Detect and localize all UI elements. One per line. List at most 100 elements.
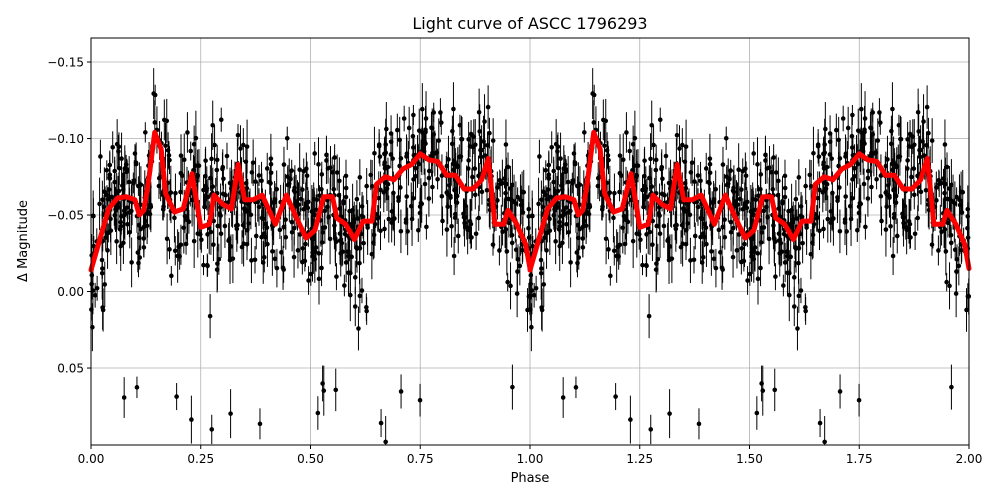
- data-point: [378, 420, 384, 426]
- data-point: [497, 248, 502, 253]
- data-point: [662, 192, 667, 198]
- data-point: [836, 163, 841, 169]
- data-point: [406, 125, 412, 131]
- data-point: [248, 212, 254, 218]
- data-point: [659, 166, 664, 172]
- data-point: [447, 182, 452, 188]
- data-point: [568, 260, 573, 265]
- data-point: [817, 187, 822, 193]
- data-point: [859, 106, 864, 112]
- data-point: [939, 229, 944, 235]
- data-point: [548, 194, 554, 200]
- data-point: [357, 175, 363, 180]
- x-tick-label: 1.25: [626, 452, 653, 466]
- data-point: [378, 187, 383, 193]
- data-point: [423, 116, 429, 121]
- data-point: [303, 202, 308, 208]
- data-point: [553, 141, 559, 147]
- data-point: [249, 258, 254, 263]
- data-point: [510, 182, 515, 188]
- data-point: [295, 248, 301, 253]
- data-point: [781, 231, 787, 237]
- data-point: [936, 248, 941, 253]
- data-point: [319, 186, 324, 192]
- data-point: [520, 247, 525, 253]
- data-point: [580, 245, 586, 250]
- data-point: [421, 149, 427, 154]
- data-point: [121, 240, 126, 246]
- data-point: [291, 225, 297, 231]
- data-point: [218, 117, 224, 122]
- data-point: [102, 189, 107, 195]
- data-point: [459, 136, 464, 142]
- data-point: [755, 276, 761, 282]
- data-point: [666, 257, 672, 263]
- data-point: [603, 236, 609, 242]
- data-point: [730, 225, 736, 231]
- data-point: [141, 245, 147, 250]
- data-point: [607, 190, 613, 195]
- data-point: [829, 156, 834, 161]
- data-point: [817, 228, 822, 234]
- data-point: [942, 190, 947, 196]
- data-point: [749, 250, 755, 255]
- data-point: [390, 156, 395, 161]
- data-point: [124, 169, 130, 174]
- data-point: [92, 292, 98, 298]
- data-point: [824, 181, 830, 187]
- data-point: [359, 204, 365, 209]
- data-point: [543, 167, 549, 173]
- data-point: [711, 256, 717, 262]
- data-point: [796, 293, 802, 299]
- x-tick-label: 1.00: [517, 452, 544, 466]
- data-point: [108, 228, 114, 233]
- data-point: [965, 235, 971, 240]
- data-point: [921, 119, 926, 124]
- data-point: [654, 223, 660, 229]
- data-point: [657, 117, 663, 122]
- data-point: [942, 142, 948, 147]
- data-point: [244, 242, 250, 247]
- data-point: [538, 270, 544, 276]
- data-point: [566, 229, 572, 235]
- data-point: [758, 265, 763, 271]
- data-point: [894, 164, 900, 170]
- data-point: [212, 142, 217, 148]
- data-point: [395, 127, 400, 133]
- data-point: [678, 244, 684, 250]
- data-point: [431, 110, 437, 115]
- data-point: [390, 216, 396, 222]
- data-point: [259, 178, 264, 184]
- data-point: [754, 410, 760, 416]
- data-point: [114, 239, 119, 244]
- data-point: [544, 248, 549, 253]
- data-point: [627, 148, 633, 154]
- data-point: [120, 187, 126, 192]
- data-point: [291, 254, 297, 260]
- data-point: [365, 225, 370, 230]
- data-point: [528, 281, 533, 287]
- data-point: [692, 179, 697, 184]
- data-point: [885, 192, 891, 198]
- data-point: [479, 189, 485, 195]
- data-point: [810, 232, 816, 238]
- data-point: [875, 138, 881, 143]
- data-point: [644, 263, 649, 269]
- data-point: [821, 226, 826, 232]
- data-point: [649, 122, 655, 128]
- data-point: [342, 283, 347, 288]
- data-point: [800, 240, 805, 246]
- data-point: [868, 125, 873, 130]
- data-point: [430, 184, 435, 190]
- data-point: [452, 215, 458, 220]
- data-point: [110, 144, 116, 150]
- data-point: [674, 132, 680, 138]
- data-point: [850, 112, 855, 118]
- data-point: [551, 179, 557, 185]
- data-point: [657, 231, 663, 236]
- data-point: [264, 166, 270, 171]
- data-point: [125, 221, 130, 227]
- data-point: [369, 183, 375, 189]
- data-point: [515, 257, 521, 262]
- data-point: [119, 156, 124, 161]
